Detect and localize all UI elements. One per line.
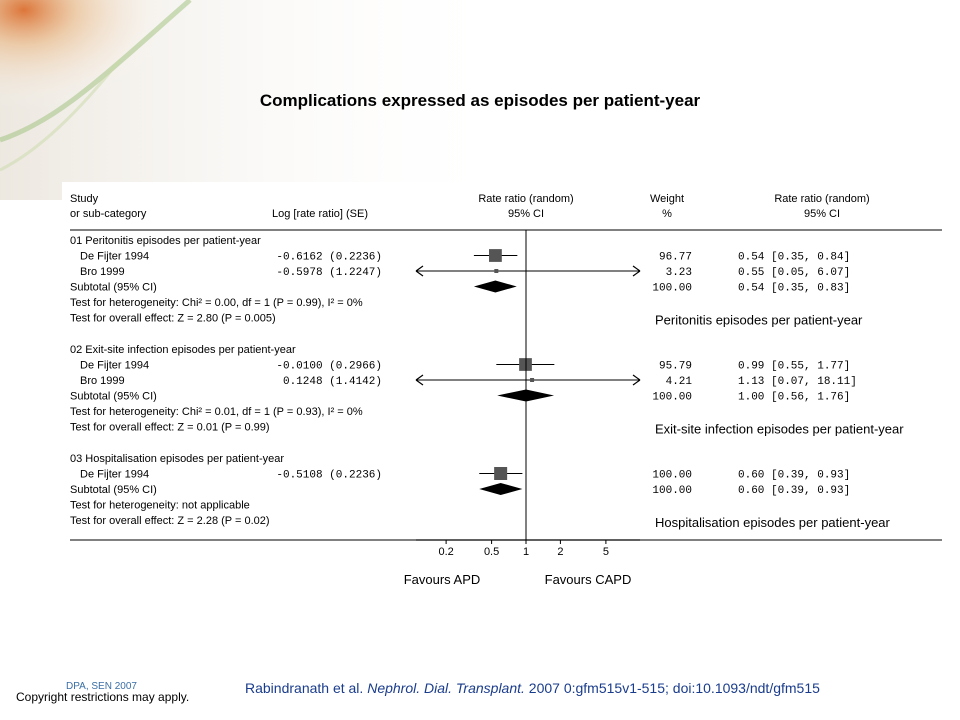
overall-effect-test: Test for overall effect: Z = 2.28 (P = 0… [70,515,270,527]
chart-title: Complications expressed as episodes per … [259,91,701,110]
overall-effect-test: Test for overall effect: Z = 2.80 (P = 0… [70,313,276,325]
subtotal-label: Subtotal (95% CI) [70,484,157,496]
study-name: De Fijter 1994 [80,360,149,372]
ci-arrow-left [415,265,424,277]
study-log-se: -0.5978 (1.2247) [276,267,382,279]
subtotal-weight: 100.00 [652,485,692,497]
subtotal-diamond [479,483,523,495]
study-point-estimate [494,467,508,480]
study-log-se: -0.6162 (0.2236) [276,252,382,264]
header-log-rate-ratio: Log [rate ratio] (SE) [272,208,368,220]
header-rate-ratio-right: Rate ratio (random) [774,193,869,205]
header-rate-ratio-right-ci: 95% CI [804,208,840,220]
favours-left-label: Favours APD [404,572,481,587]
citation-authors: Rabindranath et al. [245,680,368,696]
group-heading: 03 Hospitalisation episodes per patient-… [70,453,284,465]
study-log-se: -0.0100 (0.2966) [276,361,382,373]
header-weight: Weight [650,193,684,205]
header-rate-ratio: Rate ratio (random) [478,193,573,205]
citation-journal: Nephrol. Dial. Transplant. [367,680,525,696]
group-right-label: Exit-site infection episodes per patient… [655,422,904,437]
overall-effect-test: Test for overall effect: Z = 0.01 (P = 0… [70,422,270,434]
subtotal-diamond [473,280,517,293]
x-axis-tick-label: 0.2 [438,546,453,558]
copyright-notice: Copyright restrictions may apply. [16,690,190,704]
ci-arrow-left [415,374,424,386]
group-right-label: Hospitalisation episodes per patient-yea… [655,515,891,530]
group-heading: 01 Peritonitis episodes per patient-year [70,235,261,247]
ci-arrow-right [632,374,641,386]
header-rate-ratio-ci: 95% CI [508,208,544,220]
subtotal-ci-text: 0.54 [0.35, 0.83] [738,283,850,295]
study-weight: 100.00 [652,470,692,482]
study-log-se: -0.5108 (0.2236) [276,470,382,482]
heterogeneity-test: Test for heterogeneity: Chi² = 0.01, df … [70,406,363,418]
forest-plot: Study or sub-category Log [rate ratio] (SE… [62,182,942,590]
study-name: Bro 1999 [80,375,125,387]
study-weight: 95.79 [659,361,692,373]
subtotal-weight: 100.00 [652,283,692,295]
x-axis-tick-label: 2 [557,546,563,558]
header-subcategory: or sub-category [70,208,147,220]
subtotal-weight: 100.00 [652,392,692,404]
group-right-label: Peritonitis episodes per patient-year [655,313,863,328]
x-axis-tick-label: 0.5 [484,546,499,558]
study-ci-text: 0.55 [0.05, 6.07] [738,267,850,279]
citation: Rabindranath et al. Nephrol. Dial. Trans… [245,680,820,696]
heterogeneity-test: Test for heterogeneity: not applicable [70,500,250,512]
heterogeneity-test: Test for heterogeneity: Chi² = 0.00, df … [70,297,363,309]
citation-details: 2007 0:gfm515v1-515; doi:10.1093/ndt/gfm… [524,680,820,696]
subtotal-ci-text: 0.60 [0.39, 0.93] [738,485,850,497]
study-point-estimate [489,249,502,262]
study-ci-text: 0.99 [0.55, 1.77] [738,361,850,373]
subtotal-ci-text: 1.00 [0.56, 1.76] [738,392,850,404]
study-point-estimate [530,378,535,382]
study-ci-text: 0.60 [0.39, 0.93] [738,470,850,482]
study-name: De Fijter 1994 [80,251,149,263]
study-ci-text: 1.13 [0.07, 18.11] [738,376,857,388]
x-axis-tick-label: 5 [603,546,609,558]
favours-right-label: Favours CAPD [545,572,632,587]
header-weight-unit: % [662,208,672,220]
ci-arrow-right [632,265,641,277]
subtotal-label: Subtotal (95% CI) [70,391,157,403]
group-heading: 02 Exit-site infection episodes per pati… [70,344,296,356]
forest-plot-svg: Study or sub-category Log [rate ratio] (SE… [70,193,942,587]
study-name: Bro 1999 [80,266,125,278]
subtotal-label: Subtotal (95% CI) [70,282,157,294]
study-weight: 3.23 [666,267,692,279]
watermark-text: DPA, SEN 2007 [66,681,137,692]
study-name: De Fijter 1994 [80,469,149,481]
study-weight: 4.21 [666,376,693,388]
study-log-se: 0.1248 (1.4142) [283,376,382,388]
study-weight: 96.77 [659,252,692,264]
x-axis-tick-label: 1 [523,546,529,558]
header-study: Study [70,193,99,205]
study-ci-text: 0.54 [0.35, 0.84] [738,252,850,264]
study-point-estimate [494,269,499,273]
